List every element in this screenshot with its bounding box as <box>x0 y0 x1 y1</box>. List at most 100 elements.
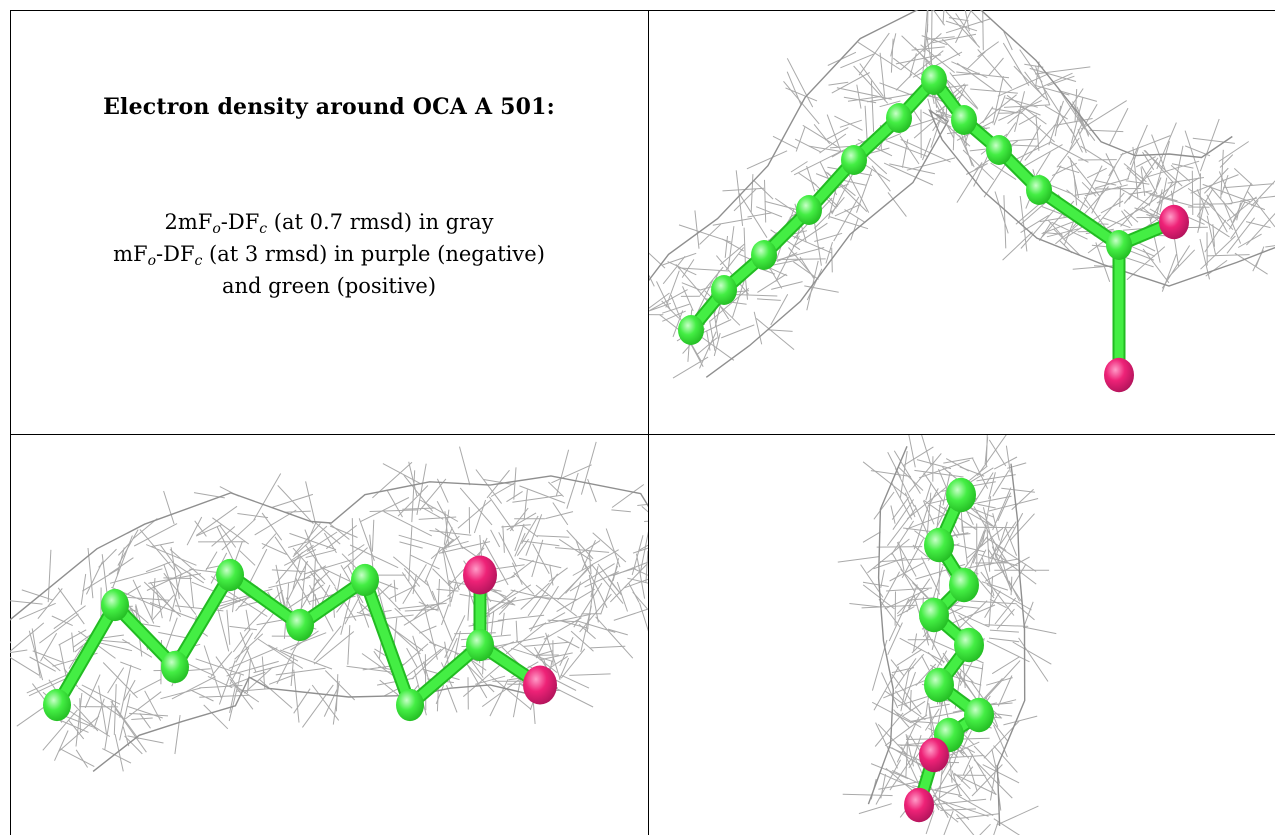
mesh-wire <box>884 588 929 610</box>
mesh-wire <box>239 550 256 566</box>
mesh-wire <box>139 713 151 729</box>
mesh-wire <box>699 331 717 369</box>
mesh-wire <box>462 660 506 697</box>
mesh-wire <box>1003 715 1038 726</box>
mesh-wire <box>889 163 936 175</box>
mesh-wire <box>994 597 1017 625</box>
mesh-wire <box>71 632 75 653</box>
mesh-wire <box>82 568 120 592</box>
mesh-wire <box>490 529 501 548</box>
mesh-wire <box>1140 167 1146 197</box>
mesh-wire <box>1003 195 1007 249</box>
carbon-atom <box>946 477 976 513</box>
mesh-wire <box>1073 175 1078 206</box>
mesh-wire <box>896 717 920 763</box>
mesh-wire <box>1019 49 1043 83</box>
mesh-wire <box>274 536 302 575</box>
mesh-wire <box>382 463 422 485</box>
mesh-wire <box>1047 75 1075 87</box>
mesh-wire <box>997 675 1013 707</box>
mesh-wire <box>537 535 570 538</box>
mesh-wire <box>891 497 910 520</box>
mesh-wire <box>506 490 523 503</box>
mesh-wire <box>1135 156 1156 168</box>
mesh-wire <box>51 615 73 627</box>
oxygen-atom <box>1104 357 1134 393</box>
mesh-wire <box>862 584 895 610</box>
mesh-wire <box>834 115 863 131</box>
mesh-wire <box>261 542 287 555</box>
mesh-wire <box>570 630 594 652</box>
mesh-wire <box>586 580 595 633</box>
mesh-wire <box>649 274 655 287</box>
mesh-wire <box>268 644 299 662</box>
density-view-3 <box>649 435 1275 835</box>
mesh-wire <box>419 625 437 634</box>
mesh-wire <box>437 578 440 612</box>
mesh-wire <box>129 712 169 717</box>
mesh-wire <box>548 567 568 582</box>
mesh-wire <box>935 504 949 529</box>
mesh-wire <box>521 515 539 544</box>
mesh-wire <box>160 687 201 700</box>
mesh-edge-lower <box>10 475 648 621</box>
mesh-wire <box>786 71 802 106</box>
mesh-wire <box>406 647 418 668</box>
carbon-atom <box>43 688 71 722</box>
mesh-wire <box>75 692 83 747</box>
mesh-wire <box>133 523 178 547</box>
mesh-wire <box>1077 118 1096 141</box>
mesh-wire <box>467 587 471 621</box>
mesh-wire <box>1013 65 1048 101</box>
density-mesh <box>649 10 1275 379</box>
mesh-wire <box>867 538 910 574</box>
mesh-wire <box>163 564 182 613</box>
mesh-wire <box>1197 216 1230 238</box>
mesh-wire <box>891 667 915 674</box>
mesh-wire <box>268 576 311 589</box>
mesh-wire <box>403 567 421 587</box>
bond-highlight <box>1034 185 1124 250</box>
mesh-wire <box>932 111 946 132</box>
carbon-atom <box>986 135 1012 165</box>
mesh-wire <box>753 311 763 345</box>
mesh-wire <box>1149 216 1161 263</box>
mesh-wire <box>996 805 1039 826</box>
mesh-wire <box>303 559 352 575</box>
bond-highlight <box>360 575 415 710</box>
mesh-wire <box>988 637 1020 643</box>
mesh-wire <box>1141 165 1158 195</box>
mesh-wire <box>929 703 950 709</box>
mesh-wire <box>909 689 912 710</box>
mesh-wire <box>857 41 901 70</box>
mesh-wire <box>512 494 563 503</box>
mesh-wire <box>194 520 207 537</box>
mesh-wire <box>942 10 945 25</box>
mesh-wire <box>525 514 543 556</box>
mesh-wire <box>323 688 338 717</box>
mesh-wire <box>275 551 303 584</box>
mesh-wire <box>335 674 339 712</box>
mesh-wire <box>403 596 452 626</box>
mesh-wire <box>913 121 934 139</box>
mesh-wire <box>203 704 229 730</box>
mesh-wire <box>911 46 945 51</box>
mesh-wire <box>699 266 724 296</box>
mesh-wire <box>837 556 880 563</box>
mesh-wire <box>951 61 988 79</box>
mesh-wire <box>371 519 375 552</box>
mesh-wire <box>535 584 578 617</box>
mesh-wire <box>856 169 873 213</box>
mesh-wire <box>1091 165 1116 214</box>
mesh-wire <box>649 292 670 309</box>
mesh-wire <box>29 656 56 672</box>
mesh-wire <box>862 531 881 543</box>
mesh-wire <box>990 712 1013 717</box>
mesh-wire <box>733 188 757 212</box>
mesh-wire <box>858 803 892 815</box>
mesh-wire <box>1265 245 1275 248</box>
mesh-wire <box>1234 252 1268 275</box>
mesh-wire <box>942 652 976 699</box>
mesh-wire <box>998 546 1037 572</box>
mesh-wire <box>1018 637 1049 682</box>
